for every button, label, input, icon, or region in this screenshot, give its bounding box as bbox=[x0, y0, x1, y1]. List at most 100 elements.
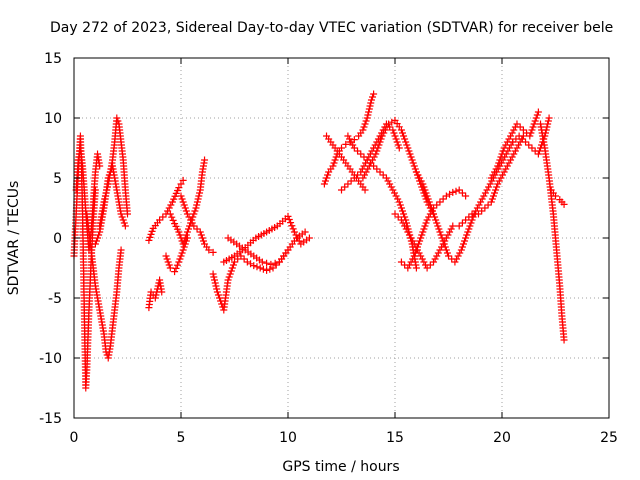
y-axis-label: SDTVAR / TECUs bbox=[6, 181, 22, 296]
series-pass-z bbox=[547, 186, 568, 208]
data-point bbox=[405, 147, 413, 155]
data-point bbox=[323, 174, 331, 182]
data-point bbox=[430, 210, 438, 218]
data-point bbox=[213, 288, 221, 296]
data-point bbox=[426, 201, 434, 209]
data-point bbox=[229, 261, 237, 269]
data-point bbox=[366, 102, 374, 110]
data-point bbox=[454, 252, 462, 260]
data-point bbox=[394, 195, 402, 203]
data-point bbox=[436, 228, 444, 236]
x-tick-label: 25 bbox=[600, 430, 618, 446]
data-point bbox=[437, 231, 445, 239]
data-point bbox=[433, 201, 441, 209]
data-point bbox=[120, 219, 128, 227]
y-tick-label: -10 bbox=[39, 351, 62, 367]
data-point bbox=[434, 249, 442, 257]
data-point bbox=[497, 174, 505, 182]
data-point bbox=[532, 114, 540, 122]
data-point bbox=[409, 159, 417, 167]
data-point bbox=[465, 225, 473, 233]
data-point bbox=[338, 144, 345, 152]
data-point bbox=[453, 255, 461, 263]
data-point bbox=[269, 264, 277, 272]
data-point bbox=[545, 114, 553, 122]
data-point bbox=[288, 222, 296, 230]
data-point bbox=[507, 132, 515, 140]
data-point bbox=[165, 204, 173, 212]
series-pass-n bbox=[320, 90, 378, 188]
data-point bbox=[525, 141, 533, 149]
data-point bbox=[346, 135, 354, 143]
data-point bbox=[373, 165, 381, 173]
data-point bbox=[267, 260, 275, 268]
data-point bbox=[391, 210, 399, 218]
data-point bbox=[511, 147, 519, 155]
data-point bbox=[347, 177, 355, 185]
series-pass-s bbox=[391, 210, 457, 272]
x-tick-label: 10 bbox=[279, 430, 297, 446]
series-pass-a bbox=[70, 132, 99, 392]
data-point bbox=[156, 216, 164, 224]
data-point bbox=[528, 126, 536, 134]
data-point bbox=[492, 186, 500, 194]
data-point bbox=[212, 282, 220, 290]
data-point bbox=[452, 187, 460, 195]
data-point bbox=[338, 186, 345, 194]
series-pass-f bbox=[145, 276, 166, 312]
data-point bbox=[510, 126, 518, 134]
data-point bbox=[417, 177, 425, 185]
data-point bbox=[379, 171, 387, 179]
data-point bbox=[527, 129, 535, 137]
data-point bbox=[177, 252, 185, 260]
data-point bbox=[451, 258, 459, 266]
data-point bbox=[227, 267, 235, 275]
data-point bbox=[179, 246, 187, 254]
data-point bbox=[151, 294, 159, 302]
data-point bbox=[360, 153, 368, 161]
data-point bbox=[205, 246, 213, 254]
data-point bbox=[416, 174, 424, 182]
data-point bbox=[458, 189, 466, 197]
data-point bbox=[301, 228, 309, 236]
data-point bbox=[195, 192, 203, 200]
ticks-layer: 0 5 10 15 20 25 -15 -10 -5 0 5 10 15 bbox=[39, 51, 618, 446]
data-point bbox=[360, 123, 368, 131]
data-point bbox=[522, 138, 530, 146]
data-point bbox=[94, 234, 102, 242]
data-point bbox=[373, 147, 381, 155]
data-point bbox=[225, 273, 233, 281]
data-point bbox=[518, 135, 526, 143]
data-point bbox=[412, 264, 420, 272]
y-tick-label: 5 bbox=[53, 171, 62, 187]
data-point bbox=[419, 180, 427, 188]
data-point bbox=[544, 120, 552, 128]
y-tick-label: 10 bbox=[44, 111, 62, 127]
data-point bbox=[253, 263, 261, 271]
data-point bbox=[169, 216, 177, 224]
data-point bbox=[359, 174, 367, 182]
data-point bbox=[502, 141, 510, 149]
data-point bbox=[386, 180, 394, 188]
data-point bbox=[416, 237, 424, 245]
data-point bbox=[487, 198, 495, 206]
data-point bbox=[404, 228, 412, 236]
data-point bbox=[462, 192, 470, 200]
data-point bbox=[510, 150, 518, 158]
data-point bbox=[414, 171, 422, 179]
data-point bbox=[410, 252, 418, 260]
data-point bbox=[190, 210, 198, 218]
data-point bbox=[354, 147, 362, 155]
data-point bbox=[398, 129, 406, 137]
data-point bbox=[124, 210, 131, 218]
data-point bbox=[240, 255, 248, 263]
data-point bbox=[397, 126, 405, 134]
data-point bbox=[439, 195, 447, 203]
data-point bbox=[167, 201, 175, 209]
x-axis-label: GPS time / hours bbox=[282, 459, 399, 475]
data-point bbox=[259, 265, 267, 273]
data-point bbox=[237, 252, 245, 260]
data-point bbox=[289, 225, 297, 233]
data-point bbox=[486, 180, 494, 188]
data-point bbox=[446, 190, 454, 198]
